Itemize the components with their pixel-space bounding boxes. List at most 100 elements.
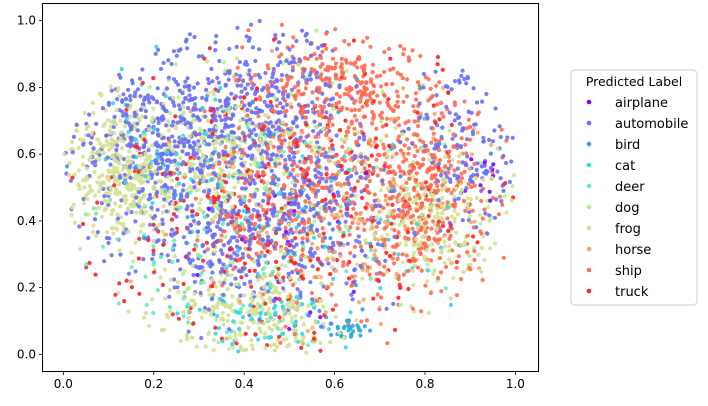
data-point-ship xyxy=(409,168,414,173)
data-point-automobile xyxy=(352,268,357,273)
data-point-automobile xyxy=(327,83,332,88)
data-point-frog xyxy=(93,151,98,156)
data-point-bird xyxy=(329,332,334,337)
data-point-horse xyxy=(210,219,216,224)
data-point-automobile xyxy=(276,177,281,182)
data-point-automobile xyxy=(359,154,364,159)
data-point-ship xyxy=(218,238,224,243)
data-point-frog xyxy=(186,315,191,320)
data-point-automobile xyxy=(313,173,318,178)
data-point-truck xyxy=(433,120,438,125)
data-point-automobile xyxy=(276,125,281,130)
data-point-truck xyxy=(322,313,327,318)
data-point-frog xyxy=(178,339,183,344)
data-point-truck xyxy=(360,195,365,200)
data-point-ship xyxy=(435,222,441,227)
data-point-automobile xyxy=(269,153,274,158)
data-point-horse xyxy=(391,176,396,181)
data-point-automobile xyxy=(160,221,165,227)
data-point-automobile xyxy=(487,137,492,142)
data-point-ship xyxy=(290,44,295,49)
data-point-frog xyxy=(134,176,139,181)
data-point-ship xyxy=(279,78,284,83)
data-point-automobile xyxy=(470,180,475,185)
data-point-automobile xyxy=(221,149,226,154)
data-point-automobile xyxy=(243,86,248,91)
data-point-ship xyxy=(468,137,473,142)
data-point-ship xyxy=(401,151,406,156)
data-point-automobile xyxy=(481,135,486,140)
data-point-automobile xyxy=(221,262,226,267)
data-point-automobile xyxy=(128,93,133,99)
data-point-horse xyxy=(254,123,259,128)
data-point-automobile xyxy=(216,88,221,94)
data-point-automobile xyxy=(178,267,183,272)
data-point-deer xyxy=(100,244,106,249)
data-point-frog xyxy=(427,157,432,162)
data-point-automobile xyxy=(292,212,297,217)
data-point-cat xyxy=(154,44,159,49)
data-point-automobile xyxy=(223,103,228,109)
data-point-ship xyxy=(368,44,373,49)
data-point-ship xyxy=(420,185,425,190)
data-point-frog xyxy=(385,186,391,191)
data-point-frog xyxy=(230,294,235,299)
x-tick-label: 0.6 xyxy=(325,377,344,391)
data-point-automobile xyxy=(254,132,259,138)
data-point-ship xyxy=(338,209,343,214)
data-point-automobile xyxy=(208,163,213,169)
data-point-ship xyxy=(314,56,319,61)
data-point-ship xyxy=(441,114,446,119)
data-point-automobile xyxy=(210,79,215,84)
data-point-airplane xyxy=(488,198,493,203)
data-point-truck xyxy=(367,163,372,168)
data-point-automobile xyxy=(498,176,503,181)
data-point-horse xyxy=(269,48,275,54)
data-point-automobile xyxy=(193,96,198,101)
data-point-automobile xyxy=(253,143,258,148)
data-point-ship xyxy=(323,209,328,214)
data-point-frog xyxy=(82,201,87,206)
data-point-automobile xyxy=(185,226,190,231)
data-point-truck xyxy=(304,122,309,127)
data-point-ship xyxy=(364,80,369,85)
data-point-automobile xyxy=(310,100,315,105)
data-point-automobile xyxy=(363,155,368,160)
data-point-automobile xyxy=(328,97,333,102)
data-point-truck xyxy=(303,156,308,161)
data-point-truck xyxy=(204,240,209,245)
data-point-automobile xyxy=(490,139,496,144)
data-point-frog xyxy=(330,265,335,270)
data-point-automobile xyxy=(300,74,305,79)
data-point-truck xyxy=(205,194,210,199)
data-point-automobile xyxy=(287,215,292,221)
data-point-truck xyxy=(388,56,393,61)
data-point-automobile xyxy=(128,175,133,180)
data-point-truck xyxy=(171,212,176,217)
data-point-automobile xyxy=(164,123,169,128)
data-point-automobile xyxy=(289,238,295,243)
data-point-frog xyxy=(248,171,253,176)
data-point-automobile xyxy=(161,142,166,147)
data-point-automobile xyxy=(74,122,79,127)
data-point-frog xyxy=(238,104,243,109)
data-point-automobile xyxy=(323,81,328,87)
data-point-frog xyxy=(428,192,433,197)
data-point-truck xyxy=(323,197,328,202)
data-point-ship xyxy=(433,238,438,243)
data-point-ship xyxy=(296,88,301,94)
data-point-ship xyxy=(430,173,435,178)
data-point-automobile xyxy=(317,259,322,264)
data-point-frog xyxy=(131,183,136,188)
data-point-automobile xyxy=(171,49,177,54)
data-point-dog xyxy=(492,241,498,246)
data-point-truck xyxy=(173,114,178,119)
data-point-truck xyxy=(475,240,480,245)
data-point-frog xyxy=(199,197,204,202)
data-point-ship xyxy=(205,247,210,252)
data-point-deer xyxy=(115,237,120,242)
data-point-automobile xyxy=(475,172,480,177)
data-point-cat xyxy=(279,332,285,337)
data-point-frog xyxy=(268,140,273,145)
